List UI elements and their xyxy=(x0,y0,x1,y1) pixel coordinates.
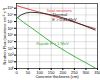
svg-text:10⁸: 10⁸ xyxy=(7,12,13,17)
svg-text:Rapide E > 1 MeV: Rapide E > 1 MeV xyxy=(36,41,69,46)
svg-text:Neutron Flux (neutrons·cm⁻²·s⁻: Neutron Flux (neutrons·cm⁻²·s⁻¹) xyxy=(2,7,7,65)
svg-text:10⁹: 10⁹ xyxy=(7,5,13,10)
svg-text:10⁷: 10⁷ xyxy=(8,19,14,24)
svg-text:350: 350 xyxy=(94,70,100,75)
svg-text:E > 0.41 MeV: E > 0.41 MeV xyxy=(52,17,77,22)
svg-text:Concrete thickness (cm): Concrete thickness (cm) xyxy=(35,74,79,79)
svg-text:10³: 10³ xyxy=(8,46,14,51)
svg-text:10⁵: 10⁵ xyxy=(7,32,13,37)
svg-text:10¹: 10¹ xyxy=(8,59,14,64)
svg-text:50: 50 xyxy=(26,70,31,75)
svg-text:300: 300 xyxy=(83,70,90,75)
svg-text:Total neutrons: Total neutrons xyxy=(46,8,72,14)
svg-text:10⁶: 10⁶ xyxy=(7,26,13,31)
svg-text:10²: 10² xyxy=(8,52,14,57)
svg-text:Thermal: Thermal xyxy=(52,11,67,17)
svg-text:10⁴: 10⁴ xyxy=(7,39,13,44)
svg-text:10⁰: 10⁰ xyxy=(8,66,14,71)
svg-text:0: 0 xyxy=(15,70,18,75)
